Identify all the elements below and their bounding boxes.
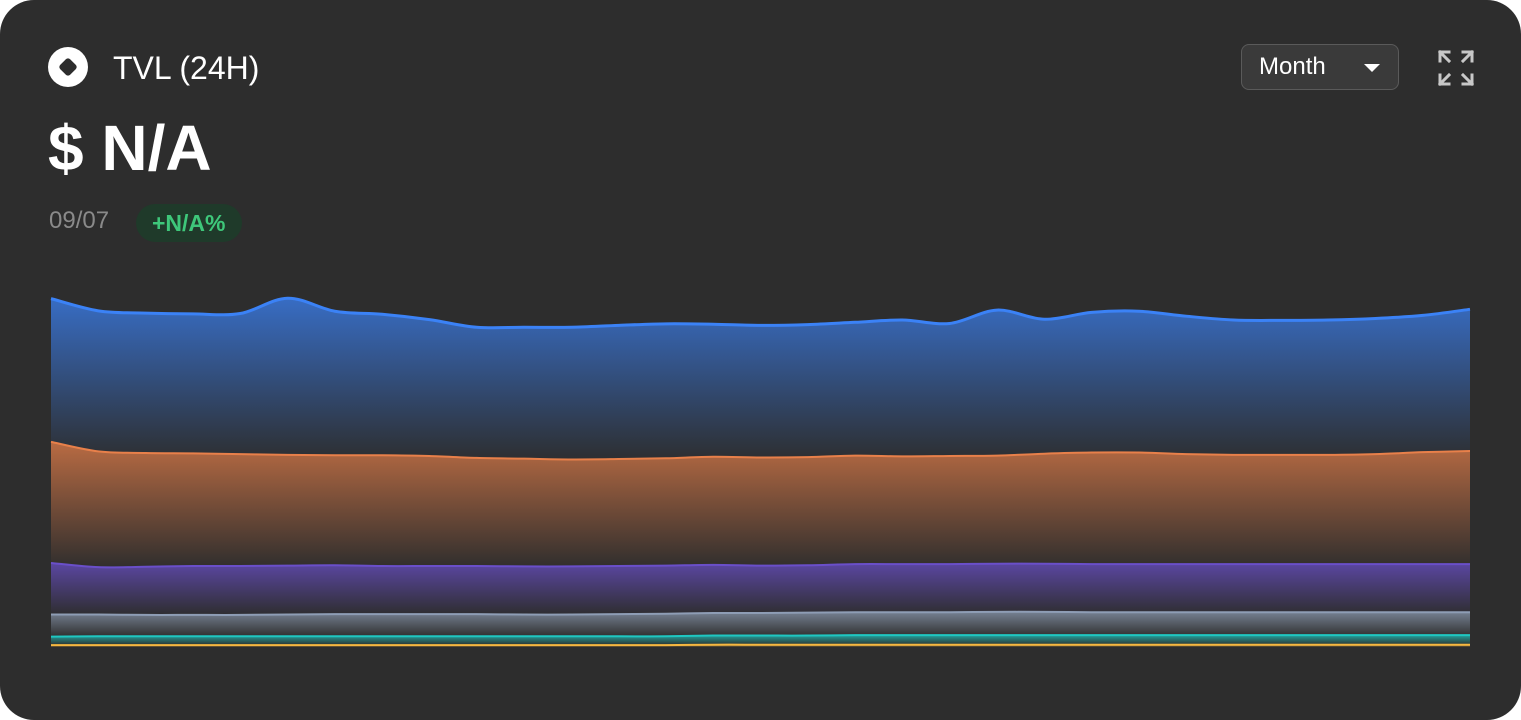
expand-icon (1437, 49, 1475, 87)
expand-button[interactable] (1436, 48, 1476, 88)
period-selected-label: Month (1259, 53, 1326, 80)
series-area-2 (51, 611, 1470, 637)
tvl-stacked-area-chart[interactable] (0, 255, 1521, 665)
selected-date: 09/07 (49, 207, 110, 234)
card-title: TVL (24H) (113, 50, 260, 86)
series-area-1 (51, 635, 1470, 646)
caret-down-icon (1364, 64, 1380, 72)
series-line-2 (50, 610, 1470, 616)
series-area-3 (51, 562, 1470, 615)
series-line-3 (50, 561, 1470, 569)
series-line-4 (50, 440, 1471, 461)
series-area-4 (51, 441, 1470, 568)
period-dropdown[interactable]: Month (1241, 44, 1399, 90)
change-badge: +N/A% (136, 204, 242, 242)
series-line-5 (50, 296, 1471, 330)
tvl-value: $ N/A (48, 112, 212, 184)
series-area-5 (51, 298, 1470, 460)
series-line-1 (50, 634, 1470, 638)
token-diamond-icon (48, 47, 88, 87)
